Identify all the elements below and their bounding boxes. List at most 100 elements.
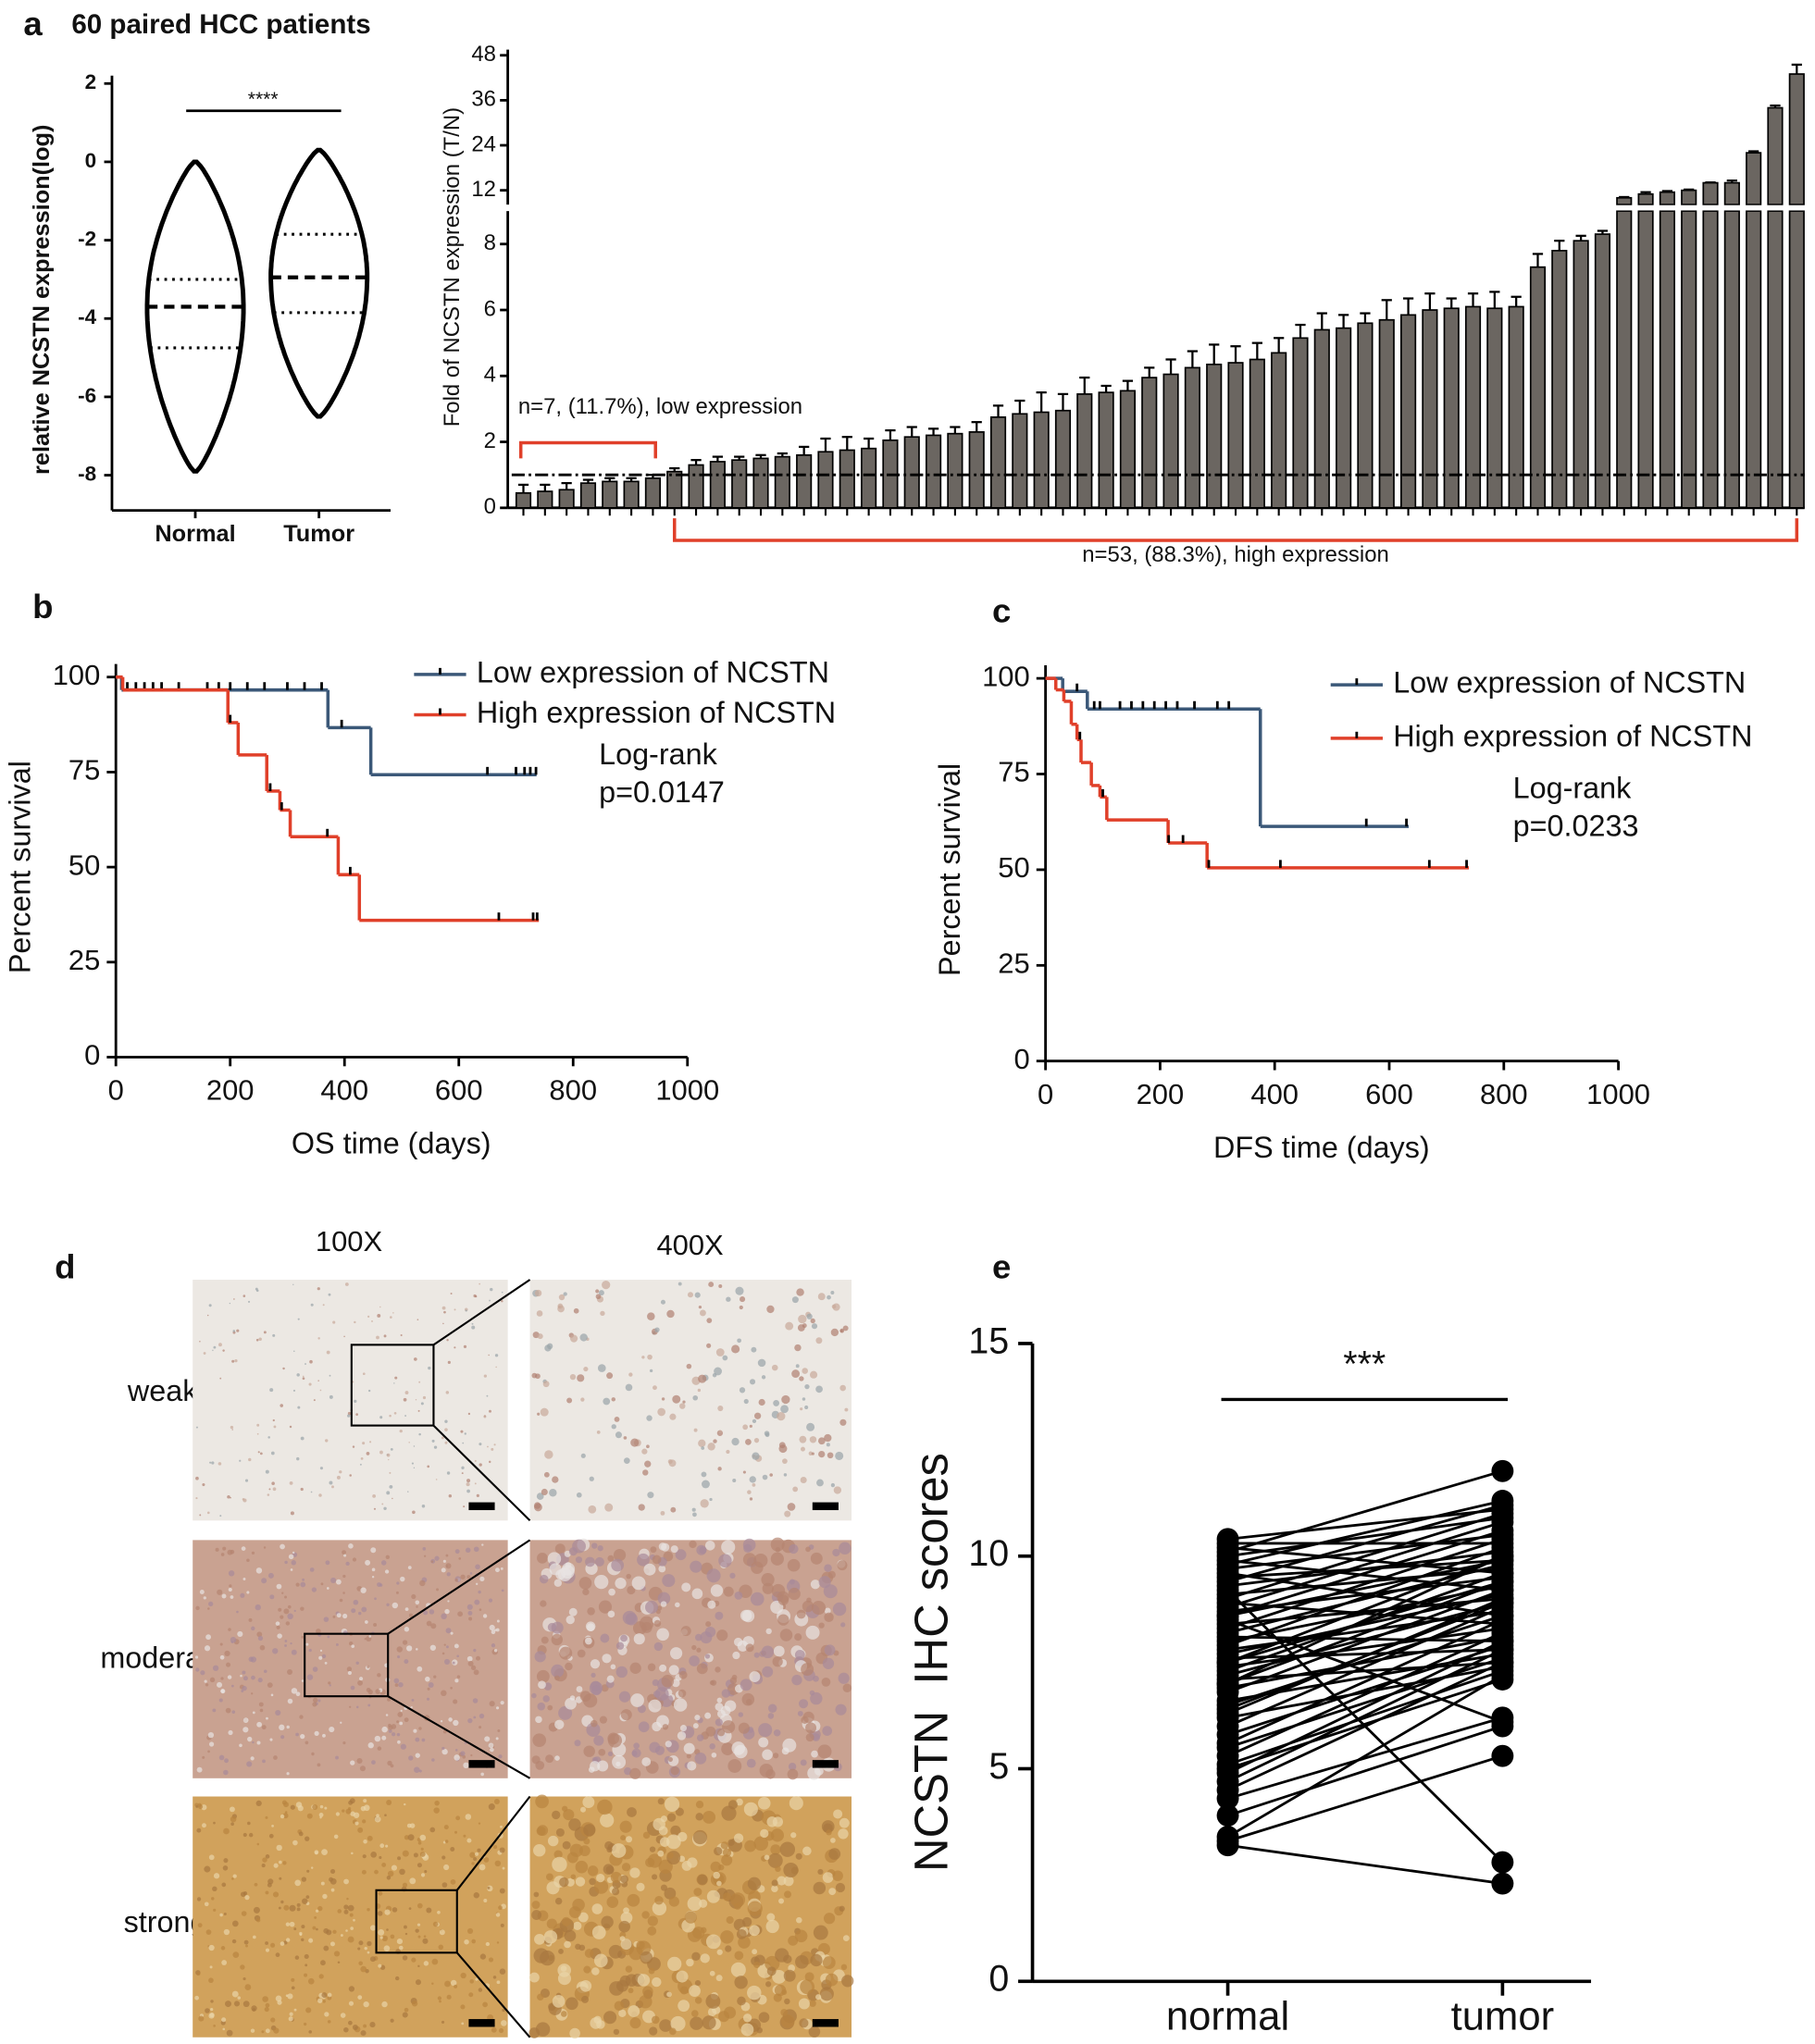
texture (342, 1613, 348, 1619)
texture (590, 1719, 598, 1728)
pair-line (1227, 1571, 1503, 1617)
texture (329, 1394, 333, 1399)
texture (799, 1376, 804, 1381)
legend-label: Low expression of NCSTN (1393, 666, 1746, 700)
texture (540, 1600, 547, 1607)
texture (598, 1600, 613, 1614)
texture (483, 1415, 487, 1418)
texture (445, 1565, 449, 1567)
bar-upper (1767, 106, 1784, 205)
texture (576, 1686, 583, 1692)
texture (349, 1705, 352, 1708)
texture (502, 1866, 505, 1870)
texture (546, 1343, 553, 1349)
texture (350, 1685, 355, 1691)
texture (484, 1736, 491, 1742)
texture (485, 1941, 491, 1947)
texture (369, 1441, 372, 1443)
texture (783, 1862, 799, 1878)
texture (211, 1461, 215, 1465)
texture (607, 1733, 623, 1748)
texture (404, 1627, 410, 1632)
texture (323, 1945, 329, 1951)
texture (252, 1711, 255, 1715)
texture (421, 1738, 426, 1742)
texture (226, 1662, 231, 1667)
texture (564, 1940, 571, 1949)
texture (454, 1749, 458, 1752)
texture (200, 1670, 205, 1676)
texture (758, 2012, 770, 2023)
texture (288, 2016, 293, 2022)
texture (415, 1753, 420, 1758)
texture (206, 1314, 209, 1317)
texture (653, 1385, 657, 1391)
x-tick-label: Normal (155, 521, 235, 547)
texture (496, 1980, 501, 1985)
texture (287, 1613, 293, 1620)
texture (810, 1953, 823, 1967)
texture (349, 1474, 352, 1477)
texture (429, 1827, 436, 1833)
texture (443, 1643, 446, 1646)
texture (342, 1592, 345, 1594)
texture (629, 2017, 641, 2029)
texture (404, 1659, 409, 1665)
texture (735, 1286, 744, 1295)
texture (199, 1514, 202, 1517)
texture (775, 1865, 781, 1873)
texture (666, 1991, 672, 1998)
bar (1098, 391, 1114, 509)
texture (795, 1364, 800, 1369)
texture (734, 1951, 744, 1961)
texture (486, 1394, 489, 1397)
texture (783, 1876, 794, 1887)
texture (222, 1546, 227, 1551)
texture (425, 1676, 430, 1682)
texture (569, 2027, 580, 2039)
texture (450, 1847, 455, 1852)
texture (494, 1354, 499, 1357)
texture (295, 1732, 299, 1737)
texture (598, 1748, 606, 1756)
texture (500, 1825, 503, 1828)
texture (398, 1681, 404, 1688)
texture (822, 1657, 835, 1669)
texture (788, 1762, 797, 1771)
texture (473, 1648, 477, 1653)
texture (499, 1888, 505, 1894)
texture (537, 1333, 543, 1340)
texture (348, 1800, 354, 1805)
texture (321, 1992, 328, 1999)
texture (653, 1641, 664, 1652)
texture (606, 1896, 619, 1908)
texture (416, 1648, 418, 1651)
texture (691, 1588, 703, 1600)
texture (258, 1337, 262, 1341)
texture (652, 1901, 667, 1916)
texture (329, 1941, 335, 1947)
texture (242, 1717, 249, 1724)
texture (694, 1979, 702, 1987)
texture (668, 1896, 679, 1907)
texture (416, 1319, 419, 1321)
texture (196, 1897, 202, 1902)
significance: *** (1343, 1344, 1386, 1385)
texture (352, 2025, 358, 2031)
texture (431, 1439, 435, 1443)
texture (590, 2017, 602, 2029)
texture (300, 1487, 304, 1492)
texture (753, 1961, 761, 1969)
texture (475, 1852, 479, 1856)
texture (489, 1299, 491, 1302)
texture (746, 1758, 756, 1768)
texture (715, 1718, 723, 1727)
texture (358, 1611, 362, 1616)
texture (555, 1827, 565, 1837)
texture (441, 1748, 448, 1755)
texture (293, 2008, 297, 2012)
texture (716, 1697, 723, 1703)
texture (579, 1333, 588, 1342)
texture (799, 2018, 809, 2028)
texture (379, 1450, 383, 1455)
